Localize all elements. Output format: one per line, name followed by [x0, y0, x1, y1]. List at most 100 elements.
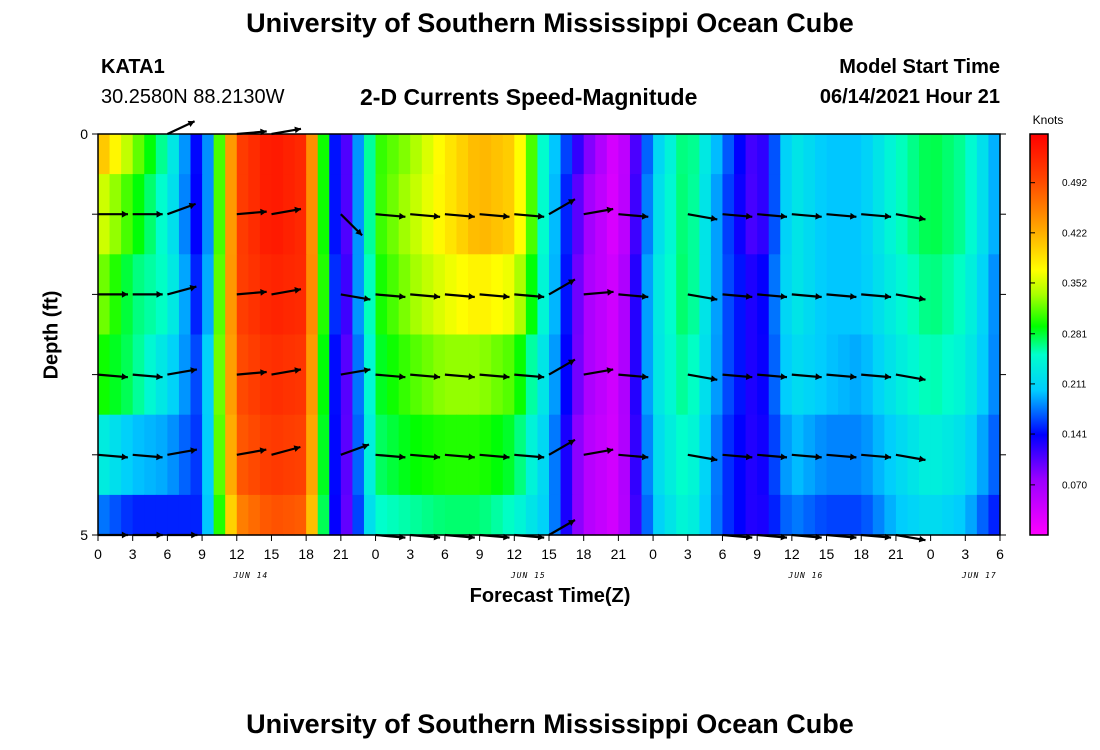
heatmap-cell — [317, 174, 330, 255]
heatmap-cell — [745, 134, 758, 175]
heatmap-cell — [895, 494, 909, 536]
heatmap-cell — [814, 414, 828, 496]
heatmap-cell — [884, 494, 897, 536]
heatmap-cell — [329, 134, 342, 175]
heatmap-cell — [410, 494, 423, 536]
heatmap-cell — [259, 134, 273, 175]
colorbar-tick-label: 0.352 — [1062, 278, 1087, 289]
heatmap-cell — [109, 494, 122, 536]
current-vector — [618, 293, 649, 300]
heatmap-cell — [976, 254, 990, 336]
heatmap-cell — [942, 414, 955, 496]
current-vector — [479, 293, 510, 300]
x-tick-label: 6 — [441, 546, 449, 562]
date-label: JUN 14 — [232, 571, 268, 580]
heatmap-cell — [352, 414, 365, 496]
heatmap-cell — [965, 494, 978, 536]
x-tick-label: 12 — [784, 546, 800, 562]
heatmap-cell — [919, 174, 932, 255]
heatmap-cell — [248, 334, 261, 416]
heatmap-cell — [294, 254, 307, 336]
current-vector — [444, 453, 475, 461]
x-tick-label: 3 — [684, 546, 692, 562]
heatmap-cell — [919, 414, 932, 496]
heatmap-cell — [549, 494, 562, 536]
heatmap-cell — [745, 334, 758, 416]
heatmap-cell — [283, 414, 296, 496]
heatmap-cell — [988, 334, 1001, 416]
heatmap-cell — [294, 494, 307, 536]
current-vector — [514, 373, 545, 380]
current-vector — [687, 453, 718, 463]
heatmap-cell — [225, 334, 238, 416]
heatmap-cell — [537, 254, 550, 336]
heatmap-cell — [121, 494, 134, 536]
heatmap-cell — [456, 414, 469, 496]
heatmap-cell — [514, 134, 527, 175]
heatmap-cell — [907, 494, 920, 536]
current-vector — [166, 120, 196, 135]
heatmap-cell — [734, 334, 747, 416]
heatmap-cell — [595, 334, 608, 416]
heatmap-cell — [398, 334, 411, 416]
heatmap-cell — [965, 334, 978, 416]
colorbar-tick-label: 0.492 — [1062, 178, 1087, 189]
heatmap-cell — [502, 494, 515, 536]
axes: 0 3 6 9 12 15 18 21 0 3 6 9 12 15 18 21 0 3 6 9 12 15 18 21 0 3 6 J… — [80, 126, 1006, 580]
heatmap-cell — [722, 134, 735, 175]
current-vector — [583, 289, 614, 296]
heatmap-cell — [722, 494, 735, 536]
heatmap-cell — [421, 254, 434, 336]
heatmap-cell — [872, 414, 885, 496]
heatmap-cell — [572, 254, 585, 336]
colorbar-ticks: 0.070 0.141 0.211 0.281 0.352 0.422 0.492 — [1030, 178, 1087, 491]
heatmap-cell — [988, 494, 1001, 536]
current-vector — [410, 293, 441, 300]
heatmap-cell — [595, 174, 608, 255]
heatmap-cell — [468, 134, 481, 175]
y-tick-label: 5 — [80, 527, 88, 543]
heatmap-cell — [283, 134, 296, 175]
current-vector — [895, 293, 926, 302]
heatmap-cell — [583, 414, 596, 496]
x-tick-label: 18 — [576, 546, 592, 562]
x-tick-label: 0 — [94, 546, 102, 562]
x-tick-label: 18 — [853, 546, 869, 562]
heatmap-cell — [387, 254, 400, 336]
heatmap-cell — [942, 134, 955, 175]
current-vector — [132, 453, 163, 461]
heatmap-cell — [398, 494, 411, 536]
heatmap-cell — [803, 334, 816, 416]
heatmap-cell — [202, 254, 215, 336]
heatmap-cell — [641, 334, 654, 416]
heatmap-cell — [768, 414, 781, 496]
heatmap-cells — [98, 134, 1001, 536]
current-vector — [410, 373, 441, 380]
current-vector — [548, 438, 576, 456]
heatmap-cell — [329, 494, 342, 536]
current-vector — [548, 278, 576, 296]
heatmap-cell — [375, 134, 388, 175]
heatmap-cell — [549, 334, 562, 416]
current-vector — [340, 213, 363, 237]
heatmap-cell — [456, 494, 469, 536]
model-start-time: 06/14/2021 Hour 21 — [819, 86, 1000, 108]
heatmap-cell — [757, 494, 770, 536]
heatmap-cell — [502, 414, 515, 496]
heatmap-cell — [572, 494, 585, 536]
heatmap-cell — [606, 134, 619, 175]
current-vector — [722, 212, 753, 220]
current-vector — [167, 367, 198, 376]
heatmap-cell — [259, 174, 273, 255]
heatmap-cell — [502, 334, 515, 416]
date-label: JUN 15 — [510, 571, 546, 580]
heatmap-cell — [653, 334, 666, 416]
heatmap-cell — [468, 254, 481, 336]
heatmap-cell — [178, 254, 192, 336]
heatmap-cell — [306, 414, 319, 496]
current-vector — [757, 212, 788, 220]
heatmap-cell — [190, 414, 203, 496]
heatmap-cell — [329, 254, 342, 336]
heatmap-cell — [363, 254, 377, 336]
heatmap-cell — [236, 494, 249, 536]
